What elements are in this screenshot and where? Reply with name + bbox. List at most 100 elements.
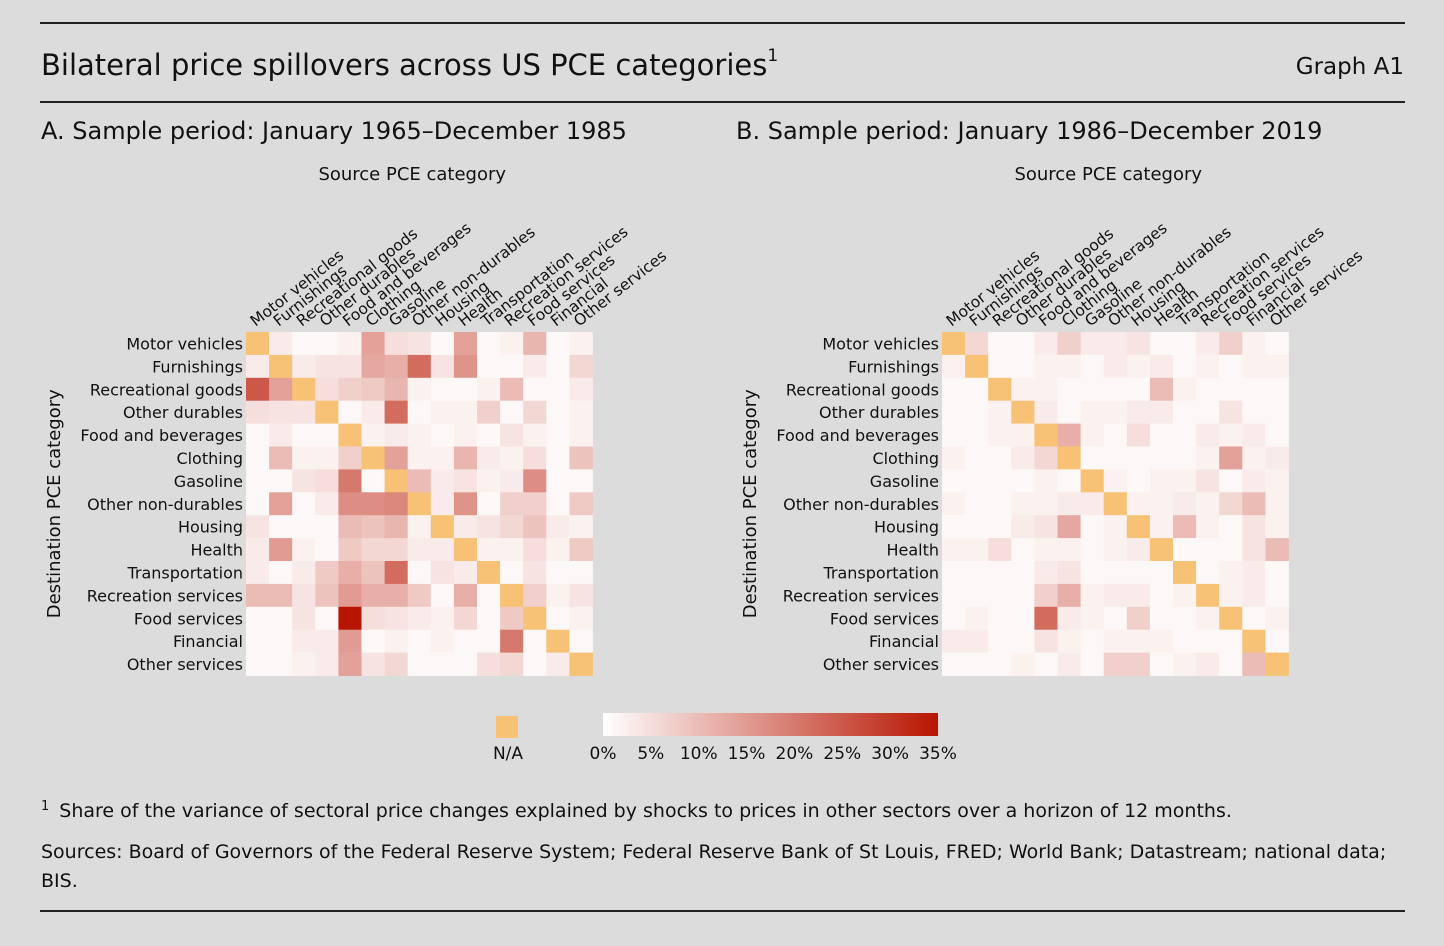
heatmap-cell: [384, 629, 409, 653]
heatmap-cell: [338, 400, 362, 424]
heatmap-cell: [1034, 354, 1058, 379]
heatmap-cell: [1149, 652, 1174, 676]
row-label: Financial: [173, 632, 243, 651]
heatmap-cell-na: [1034, 423, 1058, 447]
heatmap-cell: [1080, 583, 1105, 608]
heatmap-cell: [453, 492, 478, 516]
heatmap-cell: [269, 538, 293, 562]
heatmap-cell: [523, 377, 547, 402]
heatmap-cell-na: [988, 377, 1012, 402]
heatmap-cell: [292, 652, 316, 676]
heatmap-cell: [1242, 652, 1266, 676]
heatmap-cell: [477, 515, 501, 539]
heatmap-cell: [269, 492, 293, 516]
heatmap-cell: [1080, 629, 1105, 653]
heatmap-cell: [269, 561, 293, 585]
heatmap-cell: [1149, 469, 1174, 493]
heatmap-cell: [292, 469, 316, 493]
heatmap-cell-na: [1173, 561, 1197, 585]
heatmap-cell: [407, 469, 432, 493]
heatmap-cell: [1057, 629, 1081, 653]
heatmap-cell: [1196, 423, 1220, 447]
footnote-sources: Sources: Board of Governors of the Feder…: [41, 841, 1387, 892]
row-label: Food services: [134, 609, 243, 628]
heatmap-cell: [1011, 446, 1035, 470]
heatmap-cell: [430, 583, 455, 608]
heatmap-cell: [338, 652, 362, 676]
panel-b-title: B. Sample period: January 1986–December …: [736, 117, 1323, 145]
heatmap-cell: [407, 561, 432, 585]
row-label: Recreational goods: [90, 380, 243, 399]
heatmap-cell: [988, 400, 1012, 424]
heatmap-cell: [246, 606, 270, 631]
heatmap-cell: [1196, 377, 1220, 402]
heatmap-cell: [1057, 652, 1081, 676]
heatmap-cell: [500, 423, 524, 447]
heatmap-cell-na: [338, 423, 362, 447]
heatmap-cell: [1149, 606, 1174, 631]
heatmap-cell: [453, 377, 478, 402]
heatmap-cell: [315, 492, 339, 516]
heatmap-cell: [1265, 423, 1289, 447]
heatmap-cell: [292, 446, 316, 470]
heatmap-cell: [1149, 492, 1174, 516]
heatmap-cell: [988, 652, 1012, 676]
heatmap-cell: [546, 332, 570, 356]
heatmap-cell: [407, 652, 432, 676]
colorbar-tick-label: 25%: [823, 744, 861, 764]
heatmap-cell: [338, 538, 362, 562]
heatmap-cell: [361, 423, 385, 447]
heatmap-cell: [1034, 377, 1058, 402]
heatmap-cell: [1011, 423, 1035, 447]
heatmap-cell: [1173, 446, 1197, 470]
heatmap-cell: [269, 583, 293, 608]
row-label: Housing: [874, 518, 939, 537]
heatmap-cell: [988, 583, 1012, 608]
heatmap-cell: [1057, 606, 1081, 631]
heatmap-cell: [988, 515, 1012, 539]
heatmap-cell: [246, 583, 270, 608]
heatmap-cell: [1080, 515, 1105, 539]
heatmap-cell: [1011, 354, 1035, 379]
heatmap-cell: [500, 538, 524, 562]
colorbar-tick-label: 30%: [871, 744, 909, 764]
heatmap-cell: [453, 629, 478, 653]
heatmap-cell: [988, 538, 1012, 562]
heatmap-cell: [1242, 469, 1266, 493]
heatmap-cell: [1196, 492, 1220, 516]
heatmap-cell-na: [315, 400, 339, 424]
y-axis-title: Destination PCE category: [44, 389, 65, 618]
heatmap-cell: [453, 606, 478, 631]
heatmap-cell: [407, 332, 432, 356]
heatmap-cell: [1126, 446, 1151, 470]
heatmap-cell: [500, 354, 524, 379]
heatmap-cell: [269, 629, 293, 653]
heatmap-cell: [1242, 515, 1266, 539]
heatmap-cell: [1219, 492, 1243, 516]
heatmap-cell: [269, 377, 293, 402]
heatmap-cell-na: [500, 583, 524, 608]
heatmap-cell: [569, 629, 593, 653]
heatmap-cell: [1103, 400, 1128, 424]
heatmap-cell: [1149, 400, 1174, 424]
heatmap-cell: [500, 492, 524, 516]
heatmap-cell: [246, 377, 270, 402]
heatmap-cell: [988, 446, 1012, 470]
heatmap-cell: [246, 629, 270, 653]
colorbar-tick-label: 15%: [728, 744, 766, 764]
heatmap-cell: [1103, 515, 1128, 539]
heatmap-cell: [1057, 400, 1081, 424]
heatmap-cell: [246, 423, 270, 447]
heatmap-cell: [269, 423, 293, 447]
row-label: Recreational goods: [786, 380, 939, 399]
heatmap-cell: [523, 652, 547, 676]
heatmap-cell: [569, 583, 593, 608]
heatmap-cell: [1173, 469, 1197, 493]
heatmap-cell: [384, 606, 409, 631]
heatmap-cell: [1126, 561, 1151, 585]
heatmap-cell: [569, 606, 593, 631]
heatmap-cell: [965, 469, 989, 493]
heatmap-cell: [1219, 652, 1243, 676]
heatmap-cell: [315, 354, 339, 379]
heatmap-cell: [1034, 446, 1058, 470]
